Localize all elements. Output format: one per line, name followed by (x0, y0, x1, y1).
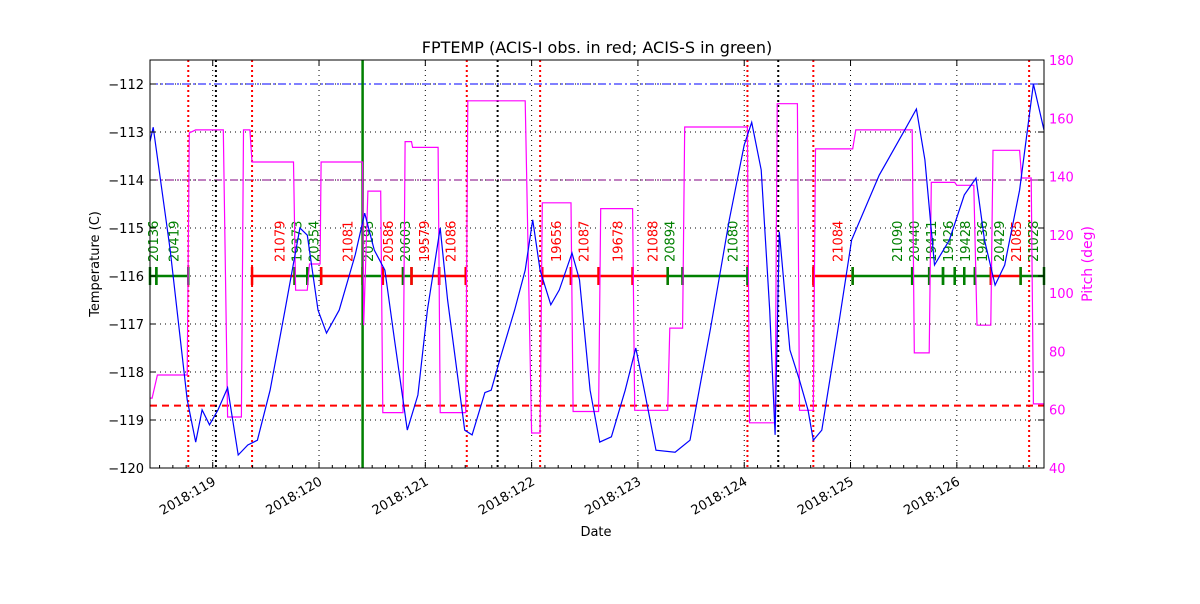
observation-label: 21028 (1027, 221, 1042, 262)
observation-label: 20603 (399, 221, 414, 262)
chart-title: FPTEMP (ACIS-I obs. in red; ACIS-S in gr… (422, 38, 772, 57)
observation-label: 19436 (976, 221, 991, 262)
observation-label: 21088 (647, 221, 662, 262)
y-tick-label: −114 (108, 174, 144, 189)
observation-label: 19656 (550, 221, 565, 262)
series (149, 83, 1045, 457)
y2-tick-label: 60 (1049, 404, 1066, 419)
y2-tick-label: 80 (1049, 345, 1066, 360)
observation-label: 21080 (726, 221, 741, 262)
plot-frame (149, 59, 1045, 469)
y2-tick-label: 40 (1049, 462, 1066, 477)
observation-label: 21079 (274, 221, 289, 262)
observation-label: 21087 (578, 221, 593, 262)
observation-label: 20586 (382, 221, 397, 262)
y2-tick-label: 100 (1049, 287, 1074, 302)
y-tick-label: −120 (108, 462, 144, 477)
observation-label: 21090 (891, 221, 906, 262)
y-tick-label: −118 (108, 366, 144, 381)
limit-lines (150, 83, 1044, 407)
observation-label: 20419 (167, 221, 182, 262)
y-tick-label: −113 (108, 126, 144, 141)
y-tick-label: −119 (108, 414, 144, 429)
observation-label: 19579 (418, 221, 433, 262)
observation-label: 20354 (308, 221, 323, 262)
observation-label: 20136 (147, 221, 162, 262)
y-tick-label: −112 (108, 78, 144, 93)
observation-label: 19428 (959, 221, 974, 262)
y2-tick-label: 160 (1049, 112, 1074, 127)
pitch-line (150, 100, 1044, 434)
x-axis-label: Date (580, 525, 611, 540)
y-tick-label: −115 (108, 222, 144, 237)
y2-tick-label: 120 (1049, 229, 1074, 244)
y-tick-label: −117 (108, 318, 144, 333)
observation-label: 20195 (362, 221, 377, 262)
observation-label: 21085 (1010, 221, 1025, 262)
observation-label: 19678 (612, 221, 627, 262)
observation-label: 20894 (664, 221, 679, 262)
observation-label: 21081 (342, 221, 357, 262)
y-axis-label: Temperature (C) (88, 211, 103, 318)
y2-axis-label: Pitch (deg) (1080, 226, 1096, 302)
y2-tick-label: 180 (1049, 54, 1074, 69)
observation-label: 20429 (993, 221, 1008, 262)
observation-label: 19426 (942, 221, 957, 262)
y2-tick-label: 140 (1049, 171, 1074, 186)
y-tick-label: −116 (108, 270, 144, 285)
observation-label: 21086 (445, 221, 460, 262)
temperature-line (149, 83, 1045, 457)
observation-label: 20440 (908, 221, 923, 262)
observations: 20136 20419 21079 19373 20354 21081 20195 20586… (147, 221, 1046, 285)
observation-label: 21084 (832, 221, 847, 262)
